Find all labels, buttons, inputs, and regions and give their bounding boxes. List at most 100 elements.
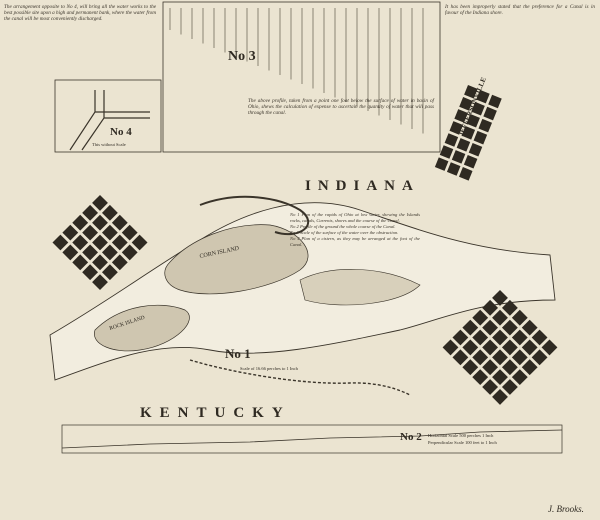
street-grid: [434, 85, 502, 181]
city-block: [449, 121, 464, 135]
city-block: [492, 369, 508, 386]
city-block: [82, 224, 99, 241]
figure-caption: Horizontal Scale 500 perches 1 Inch: [428, 433, 494, 438]
rock-island: [94, 304, 190, 352]
city-block: [492, 329, 508, 346]
city-block: [454, 109, 468, 123]
city-block: [478, 118, 493, 133]
city-block: [459, 97, 473, 111]
city-block: [521, 339, 538, 356]
city-block: [462, 359, 479, 376]
city-block: [52, 234, 69, 251]
city-block: [511, 329, 528, 346]
reef: [299, 269, 421, 306]
city-block: [511, 309, 528, 326]
figure-label: No 4: [110, 126, 132, 138]
city-block: [461, 126, 476, 140]
city-block: [131, 234, 148, 251]
city-block: [488, 94, 502, 109]
city-block: [511, 369, 528, 386]
city-block: [452, 349, 469, 366]
city-block: [111, 234, 128, 251]
city-block: [501, 319, 518, 336]
legend-item: No 4 Plan of a cistern, as they may be a…: [290, 236, 420, 247]
signature: J. Brooks.: [548, 504, 584, 514]
legend: No 1 Plan of the rapids of Ohio at low w…: [290, 212, 420, 248]
figure-caption: Scale of 16.66 perches to 1 Inch: [240, 366, 299, 371]
city-block: [492, 309, 508, 326]
note: The above profile, taken from a point on…: [248, 98, 434, 117]
city-block: [492, 349, 508, 366]
legend-item: No 2 Profile of the ground the whole cou…: [290, 224, 396, 229]
city-block: [82, 264, 99, 281]
city-block: [472, 369, 489, 386]
city-block: [92, 195, 108, 211]
profile-line: [61, 429, 563, 449]
city-block: [82, 244, 99, 261]
city-block: [472, 329, 489, 346]
panel-no4: [54, 79, 162, 153]
city-block: [531, 349, 548, 366]
city-block: [92, 274, 108, 291]
cistern-plan: [69, 90, 150, 151]
city-block: [482, 319, 499, 336]
city-block: [111, 214, 128, 231]
panel-no3: [162, 1, 441, 153]
note: The arrangement opposite to No 4, will b…: [4, 4, 156, 23]
current: [199, 195, 309, 236]
region-south: KENTUCKY: [140, 405, 291, 421]
city-block: [462, 339, 479, 356]
figure-label: No 2: [400, 431, 422, 443]
city-block: [92, 254, 108, 271]
city-block: [444, 133, 459, 147]
city-block: [482, 359, 499, 376]
city-block: [62, 244, 79, 261]
corn-island: [164, 224, 309, 295]
city-block: [472, 309, 489, 326]
city-block: [501, 339, 518, 356]
city-block: [482, 379, 499, 395]
city-block: [473, 130, 488, 145]
city-block: [476, 89, 490, 104]
city-block: [446, 162, 461, 176]
figure-label: No 1: [225, 346, 251, 361]
city-block: [121, 224, 138, 241]
city-block: [492, 388, 508, 405]
city-block: [463, 155, 478, 169]
legend-item: No 1 Plan of the rapids of Ohio at low w…: [290, 212, 420, 223]
city-block: [442, 339, 459, 356]
canal: [189, 359, 411, 396]
figure-caption: This without Scale: [92, 142, 126, 147]
city-block: [501, 359, 518, 376]
city-block: [101, 244, 118, 261]
city-block: [62, 224, 79, 241]
street-grid: [52, 195, 148, 291]
city-block: [101, 224, 118, 241]
city-block: [101, 264, 118, 281]
city-block: [439, 145, 454, 159]
city-block: [92, 234, 108, 251]
city-block: [464, 85, 478, 99]
city-block: [462, 319, 479, 336]
city-block: [541, 339, 558, 356]
city-block: [468, 142, 483, 157]
city-block: [458, 167, 473, 181]
region-north: INDIANA: [305, 178, 420, 194]
city-block: [101, 204, 118, 221]
city-block: [121, 244, 138, 261]
figure-label: No 3: [228, 49, 256, 64]
city-block: [72, 214, 89, 231]
city-block: [471, 101, 485, 116]
legend-item: No 3 Scale of the surface of the water o…: [290, 230, 399, 235]
city-block: [482, 339, 499, 356]
city-block: [531, 329, 548, 346]
city-block: [483, 106, 497, 121]
city-block: [451, 150, 466, 164]
city-block: [466, 113, 480, 128]
figure-caption: Perpendicular Scale 100 feet to 1 Inch: [428, 440, 497, 445]
city-block: [521, 359, 538, 376]
city-block: [111, 254, 128, 271]
panel-no2: [61, 424, 563, 454]
city-block: [92, 214, 108, 231]
